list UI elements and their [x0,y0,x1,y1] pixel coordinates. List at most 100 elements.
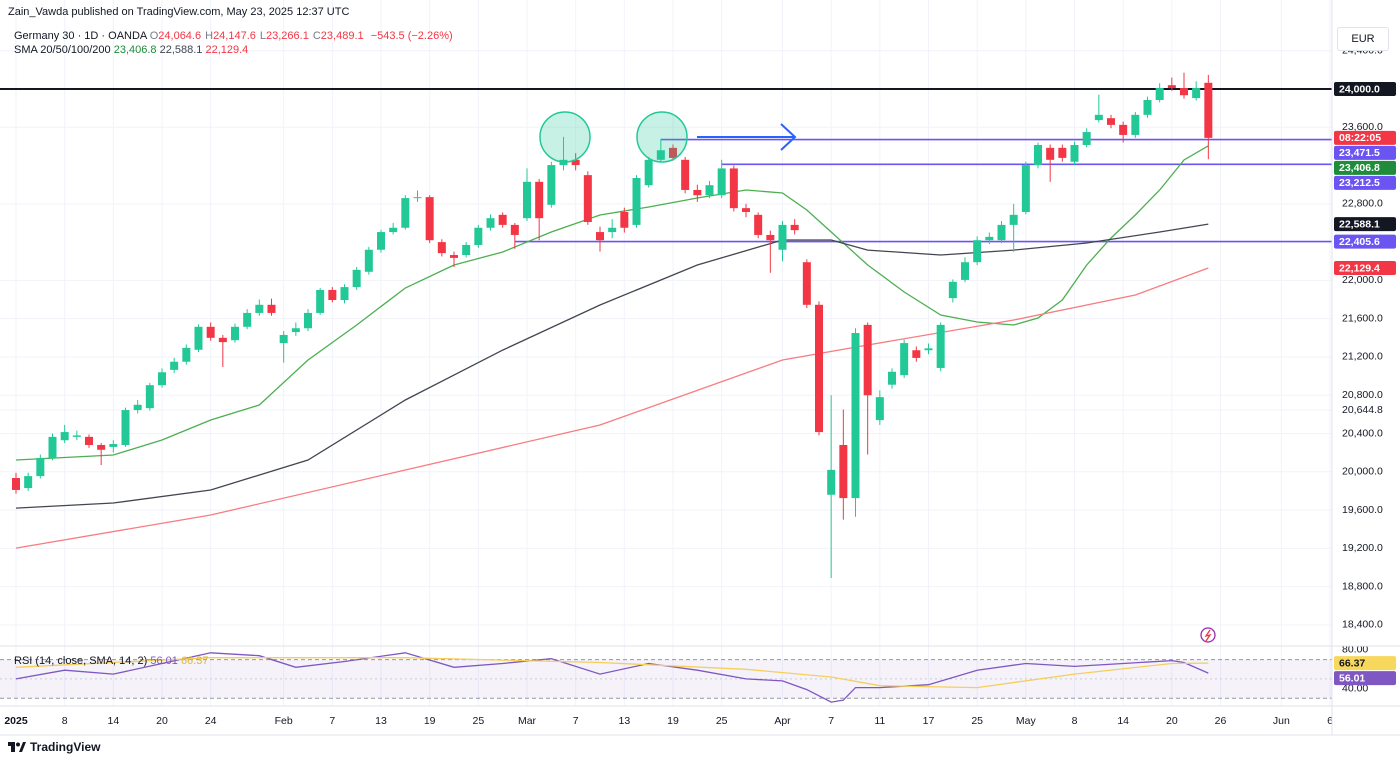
candle-body [1021,165,1030,212]
candle-body [644,159,653,186]
candle-body [60,432,69,441]
candle-body [973,240,982,263]
candle-body [1180,88,1188,96]
candle-body [583,175,592,223]
candle-body [1058,147,1067,158]
candle-body [85,436,93,445]
x-tick-label: 24 [205,715,217,727]
highlight-circle [539,111,591,163]
candle-body [1119,124,1128,135]
indicator-line [15,145,1209,461]
candle-body [486,218,495,228]
x-tick-label: May [1016,715,1037,727]
price-tag-label: 24,000.0 [1339,83,1380,95]
candle-body [754,214,763,235]
y-tick-label: 20,800.0 [1342,389,1383,401]
publisher-line: Zain_Vawda published on TradingView.com,… [8,6,350,18]
candle-body [413,197,422,199]
indicator-line [15,267,1209,549]
x-tick-label: 6 [1327,715,1333,727]
candle-body [888,371,896,385]
price-tag [1334,160,1396,175]
candle-body [182,347,191,362]
candle-body [815,304,823,433]
x-tick-label: 7 [573,715,579,727]
candle-body [948,281,957,299]
rsi-tick-label: 40.00 [1342,682,1368,694]
price-tag [1334,261,1396,276]
rsi-title: RSI (14, close, SMA, 14, 2) [14,655,148,667]
candle-body [535,181,544,219]
y-tick-label: 21,600.0 [1342,312,1383,324]
candle-body [985,236,994,241]
candle-body [401,198,410,228]
candle-body [790,224,799,231]
change: −543.5 (−2.26%) [370,30,453,42]
y-tick-label: 22,800.0 [1342,198,1383,210]
indicator-line: SMA 20/50/100/200 23,406.8 22,588.1 22,1… [14,43,248,57]
price-tag-label: 08:22:05 [1339,132,1381,144]
candle-body [1046,147,1055,160]
currency-button[interactable]: EUR [1337,27,1389,51]
x-tick-label: 14 [1117,715,1129,727]
candle-body [669,147,677,158]
candle-body [255,304,264,313]
brand: TradingView [8,740,100,754]
y-tick-label: 19,200.0 [1342,542,1383,554]
x-tick-label: 17 [923,715,935,727]
logo-part [19,742,26,752]
price-tag-label: 56.01 [1339,672,1365,684]
price-tags: 24,000.0 08:22:05 23,471.5 23,406.8 23,212.5… [1334,81,1396,686]
candle-body [924,348,933,351]
alert-icon-bolt[interactable] [1204,629,1212,642]
candle-body [352,269,361,288]
candle-body [900,343,909,376]
candle-body [97,444,106,450]
indicator-line [15,652,1209,703]
candle-body [48,436,57,458]
ohlc-label: C [312,30,321,42]
price-tag-label: 22,129.4 [1339,262,1380,274]
candle-body [729,168,738,209]
candle-body [340,287,349,301]
brand-name: TradingView [30,740,101,754]
candle-body [425,197,434,241]
candle-body [681,159,690,190]
candle-body [523,181,531,219]
sma-value: 23,406.8 [113,44,157,56]
candle-body [766,234,775,241]
candle-body [279,334,288,344]
candle-body [1107,118,1115,125]
x-tick-label: 20 [156,715,168,727]
alert-icon[interactable] [1200,627,1216,643]
brand-logo [8,742,26,752]
candle-body [863,324,872,396]
price-tag [1334,671,1396,686]
x-tick-label: 8 [1072,715,1078,727]
x-tick-label: 25 [472,715,484,727]
y-tick-label: 19,600.0 [1342,504,1383,516]
candle-body [827,469,836,495]
x-tick-label: 13 [618,715,630,727]
sma-value: 22,588.1 [159,44,203,56]
candle-body [474,227,483,245]
y-tick-label: 18,800.0 [1342,580,1383,592]
price-tag-label: 22,405.6 [1339,236,1380,248]
candle-body [839,444,848,499]
candle-body [218,337,227,343]
ohlc-value: 24,064.6 [158,30,202,42]
indicator-name: SMA 20/50/100/200 [14,44,111,56]
y-tick-label: 22,000.0 [1342,274,1383,286]
candle-body [1155,88,1164,101]
x-tick-label: 20 [1166,715,1178,727]
candle-body [596,232,604,241]
y-tick-label: 20,644.8 [1342,404,1383,416]
candle-body [1034,144,1042,166]
ohlc-value: 24,147.6 [213,30,256,42]
y-tick-label: 20,400.0 [1342,427,1383,439]
ohlc: O24,064.6 H24,147.6 L23,266.1 C23,489.1 [150,30,368,42]
x-tick-label: 2025 [4,715,28,727]
x-tick-label: 11 [874,715,885,727]
x-tick-label: Apr [774,715,791,727]
candle-body [620,211,629,228]
